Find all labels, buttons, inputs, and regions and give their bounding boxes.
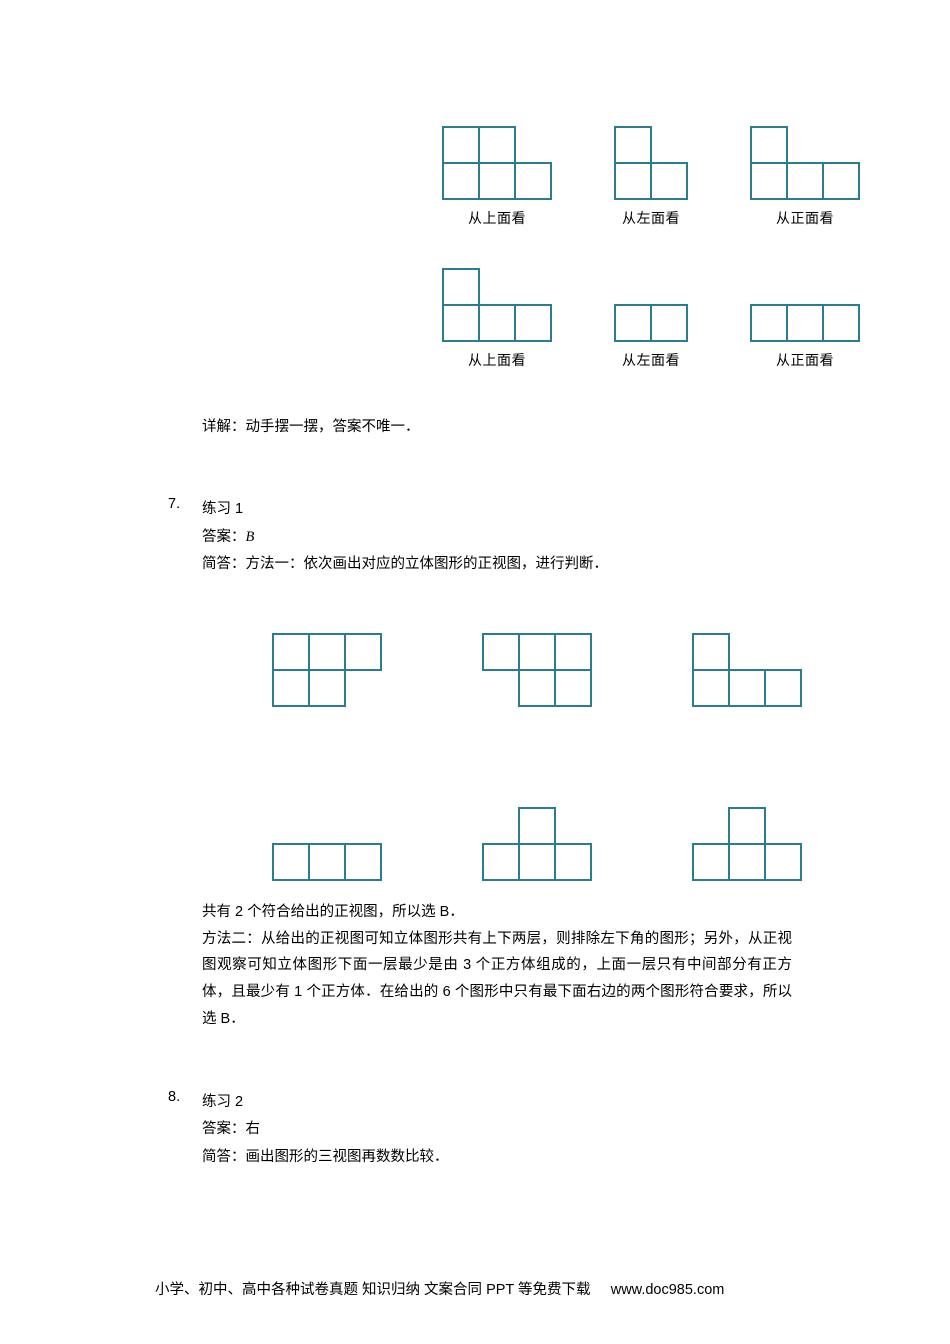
polyomino-figure bbox=[692, 633, 802, 707]
polyomino-figure bbox=[482, 633, 592, 707]
brief-line: 简答：画出图形的三视图再数数比较． bbox=[202, 1144, 860, 1172]
problem-7: 7. 练习 1 答案：B 简答：方法一：依次画出对应的立体图形的正视图，进行判断… bbox=[168, 496, 860, 579]
view-label: 从上面看 bbox=[468, 350, 526, 370]
answer-line: 答案：B bbox=[202, 524, 860, 552]
view-figure: 从正面看 bbox=[750, 262, 860, 370]
view-label: 从上面看 bbox=[468, 208, 526, 228]
polyomino-figure bbox=[272, 633, 382, 707]
six-figures-grid bbox=[202, 633, 860, 881]
views-row: 从上面看 从左面看 从正面看 bbox=[442, 262, 860, 370]
exercise-title: 练习 1 bbox=[202, 496, 860, 524]
views-block: 从上面看从左面看从正面看从上面看从左面看从正面看 bbox=[442, 120, 860, 370]
problem-number: 7. bbox=[168, 496, 202, 579]
view-label: 从正面看 bbox=[776, 208, 834, 228]
answer-line: 答案：右 bbox=[202, 1116, 860, 1144]
polyomino-figure bbox=[750, 126, 860, 200]
view-figure: 从上面看 bbox=[442, 262, 552, 370]
polyomino-figure bbox=[750, 304, 860, 342]
problem-body: 练习 1 答案：B 简答：方法一：依次画出对应的立体图形的正视图，进行判断． bbox=[202, 496, 860, 579]
problem-8: 8. 练习 2 答案：右 简答：画出图形的三视图再数数比较． bbox=[168, 1089, 860, 1172]
explain-line: 详解：动手摆一摆，答案不唯一． bbox=[202, 414, 860, 440]
polyomino-figure bbox=[482, 807, 592, 881]
grid-figure bbox=[472, 633, 602, 707]
polyomino-figure bbox=[442, 268, 552, 342]
view-label: 从左面看 bbox=[622, 350, 680, 370]
method-2-para: 方法二：从给出的正视图可知立体图形共有上下两层，则排除左下角的图形；另外，从正视… bbox=[202, 926, 792, 1033]
polyomino-figure bbox=[692, 807, 802, 881]
figure-row bbox=[262, 807, 860, 881]
problem-number: 8. bbox=[168, 1089, 202, 1172]
views-row: 从上面看 从左面看 从正面看 bbox=[442, 120, 860, 228]
figure-row bbox=[262, 633, 860, 707]
grid-figure bbox=[262, 807, 392, 881]
conclusion-1: 共有 2 个符合给出的正视图，所以选 B． bbox=[202, 899, 792, 926]
view-label: 从正面看 bbox=[776, 350, 834, 370]
polyomino-figure bbox=[272, 843, 382, 881]
page-footer: 小学、初中、高中各种试卷真题 知识归纳 文案合同 PPT 等免费下载 www.d… bbox=[155, 1278, 724, 1299]
grid-figure bbox=[682, 807, 812, 881]
polyomino-figure bbox=[614, 126, 688, 200]
polyomino-figure bbox=[614, 304, 688, 342]
problem-body: 练习 2 答案：右 简答：画出图形的三视图再数数比较． bbox=[202, 1089, 860, 1172]
exercise-title: 练习 2 bbox=[202, 1089, 860, 1117]
view-figure: 从左面看 bbox=[612, 120, 690, 228]
grid-figure bbox=[472, 807, 602, 881]
grid-figure bbox=[262, 633, 392, 707]
view-label: 从左面看 bbox=[622, 208, 680, 228]
polyomino-figure bbox=[442, 126, 552, 200]
view-figure: 从上面看 bbox=[442, 120, 552, 228]
brief-line: 简答：方法一：依次画出对应的立体图形的正视图，进行判断． bbox=[202, 551, 860, 579]
grid-figure bbox=[682, 633, 812, 707]
view-figure: 从左面看 bbox=[612, 262, 690, 370]
view-figure: 从正面看 bbox=[750, 120, 860, 228]
